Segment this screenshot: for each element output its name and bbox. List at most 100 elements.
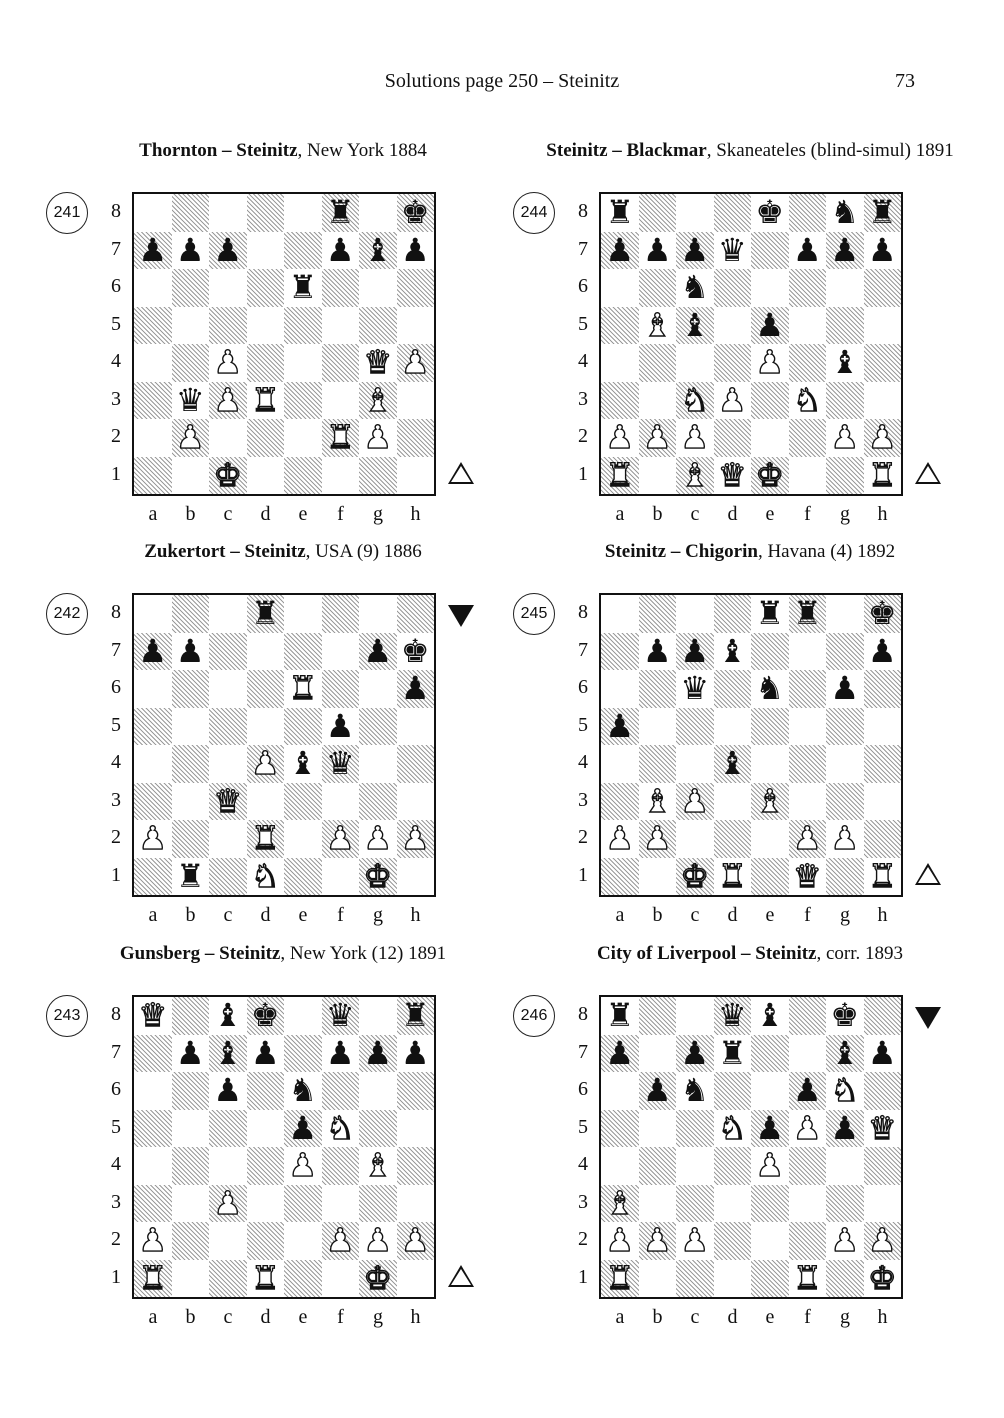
diagram-caption: Steinitz – Chigorin, Havana (4) 1892	[605, 541, 895, 563]
file-label: g	[840, 1306, 850, 1328]
square-f8	[321, 194, 359, 232]
file-label: e	[298, 904, 308, 926]
file-label: d	[727, 503, 738, 525]
square-b8	[638, 194, 676, 232]
white-king-icon: ♚	[867, 1258, 897, 1297]
square-e5	[284, 707, 322, 745]
white-pawn-icon: ♟	[792, 1108, 822, 1147]
rank-label: 2	[578, 826, 588, 848]
square-f5	[789, 307, 827, 345]
square-b6	[638, 269, 676, 307]
caption-players: Steinitz – Blackmar	[546, 140, 707, 161]
square-b1	[639, 1260, 677, 1298]
white-to-move-icon	[448, 1265, 474, 1287]
square-g5	[359, 1109, 397, 1147]
diagram-number: 242	[46, 593, 88, 635]
rank-label: 1	[111, 1265, 121, 1288]
file-label: f	[337, 904, 344, 926]
square-g6	[359, 269, 397, 307]
chess-board: ♜ ♚ ♞ ♜ ♟ ♟ ♟ ♛ ♟ ♟ ♟ ♞ ♝ ♝ ♟ ♟ ♝ ♞ ♟ ♞ ♟ ♟ ♟ ♟ ♟ ♜ ♝ ♛ ♚ ♜	[599, 192, 903, 496]
rank-label: 4	[111, 751, 121, 773]
square-g3	[359, 381, 397, 419]
rank-label: 2	[111, 826, 121, 848]
diagram-245: Steinitz – Chigorin, Havana (4) 1892 245 8…	[507, 541, 941, 941]
caption-details: , Havana (4) 1892	[757, 541, 896, 562]
chess-board: ♜ ♛ ♝ ♚ ♟ ♟ ♜ ♝ ♟ ♟ ♞ ♟ ♞ ♞ ♟ ♟ ♟ ♛ ♟ ♝ ♟ ♟ ♟ ♟ ♟ ♜ ♜ ♚	[599, 995, 903, 1299]
file-label: g	[373, 503, 383, 525]
black-pawn-icon: ♟	[792, 1071, 822, 1109]
square-d6	[246, 1072, 284, 1110]
white-queen-icon: ♛	[867, 1108, 897, 1147]
square-a1	[601, 456, 639, 494]
black-rook-icon: ♜	[250, 594, 280, 632]
square-c2	[209, 1222, 247, 1260]
white-bishop-icon: ♝	[363, 380, 393, 419]
white-pawn-icon: ♟	[363, 1221, 393, 1259]
black-pawn-icon: ♟	[642, 1071, 672, 1109]
square-f6	[788, 1072, 826, 1110]
square-e7	[751, 632, 789, 670]
white-pawn-icon: ♟	[755, 1146, 785, 1184]
square-f8	[321, 595, 359, 633]
square-g6	[359, 670, 397, 708]
square-f3	[322, 382, 360, 420]
square-f3	[789, 783, 827, 821]
square-f7	[789, 1035, 827, 1073]
square-d2	[713, 820, 751, 858]
diagram-246: City of Liverpool – Steinitz, corr. 1893…	[507, 943, 941, 1343]
file-label: h	[877, 1306, 888, 1328]
file-label: d	[727, 904, 738, 926]
square-a1	[134, 857, 172, 895]
square-a6	[601, 670, 639, 708]
square-f8	[788, 997, 826, 1035]
white-pawn-icon: ♟	[755, 343, 785, 381]
caption-players: Gunsberg – Steinitz	[119, 943, 281, 964]
square-d5	[247, 1110, 285, 1148]
rank-label: 3	[111, 788, 121, 811]
square-e8	[284, 194, 322, 232]
square-c4	[676, 344, 714, 382]
black-pawn-icon: ♟	[605, 1033, 635, 1072]
square-d7	[247, 633, 285, 671]
black-pawn-icon: ♟	[400, 230, 430, 269]
file-label: c	[690, 1306, 700, 1328]
square-c1	[676, 1259, 714, 1297]
rank-label: 1	[578, 863, 588, 886]
white-pawn-icon: ♟	[325, 1221, 355, 1259]
square-e5	[284, 1109, 322, 1147]
square-a7	[601, 1034, 639, 1072]
white-pawn-icon: ♟	[642, 418, 672, 456]
square-h6	[396, 269, 434, 307]
square-c4	[676, 745, 714, 783]
rank-label: 6	[111, 275, 121, 297]
black-bishop-icon: ♝	[213, 1033, 243, 1072]
square-h3	[864, 1185, 902, 1223]
square-a8	[601, 595, 639, 633]
white-rook-icon: ♜	[250, 819, 280, 857]
diagram-number: 241	[46, 192, 88, 234]
square-a7	[134, 632, 172, 670]
square-g1	[359, 456, 397, 494]
diagram-number: 243	[46, 995, 88, 1037]
black-pawn-icon: ♟	[400, 669, 430, 707]
white-pawn-icon: ♟	[605, 819, 635, 857]
file-label: a	[148, 503, 158, 525]
square-f3	[322, 1185, 360, 1223]
diagram-241: Thornton – Steinitz, New York 1884 241 8 7 6…	[40, 140, 474, 540]
running-title: Solutions page 250 – Steinitz	[384, 70, 620, 92]
square-d2	[713, 419, 751, 457]
square-d5	[714, 307, 752, 345]
black-pawn-icon: ♟	[605, 706, 635, 745]
black-knight-icon: ♞	[755, 669, 785, 707]
white-rook-icon: ♜	[717, 856, 747, 895]
square-a6	[134, 269, 172, 307]
black-bishop-icon: ♝	[755, 996, 785, 1034]
white-king-icon: ♚	[363, 856, 393, 895]
white-king-icon: ♚	[213, 455, 243, 494]
square-h5	[864, 708, 902, 746]
square-a7	[134, 1034, 172, 1072]
white-bishop-icon: ♝	[755, 781, 785, 820]
square-g5	[359, 306, 397, 344]
black-pawn-icon: ♟	[325, 706, 355, 745]
black-pawn-icon: ♟	[867, 631, 897, 670]
